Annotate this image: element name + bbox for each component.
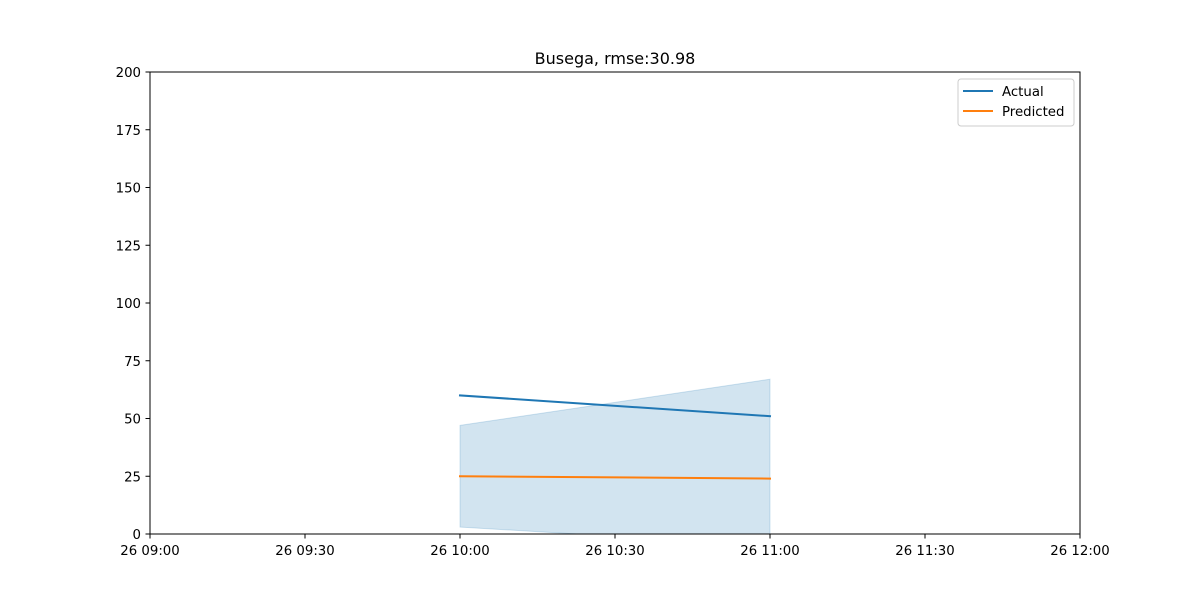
y-tick-label: 200	[116, 66, 141, 81]
x-tick-label: 26 09:00	[120, 544, 179, 559]
x-tick-label: 26 09:30	[275, 544, 334, 559]
y-tick-label: 75	[124, 355, 141, 370]
x-tick-label: 26 11:30	[895, 544, 954, 559]
series-line-actual	[458, 394, 772, 418]
legend-label-predicted: Predicted	[1002, 105, 1064, 120]
y-tick-label: 50	[124, 413, 141, 428]
y-tick-label: 25	[124, 470, 141, 485]
legend: Actual Predicted	[957, 78, 1075, 127]
y-tick-label: 100	[116, 297, 141, 312]
y-tick-label: 0	[133, 528, 141, 543]
y-tick-label: 175	[116, 124, 141, 139]
legend-label-actual: Actual	[1002, 85, 1044, 100]
x-tick-label: 26 10:30	[585, 544, 644, 559]
x-tick-label: 26 10:00	[430, 544, 489, 559]
chart-title: Busega, rmse:30.98	[535, 49, 696, 68]
y-tick-label: 150	[116, 182, 141, 197]
x-tick-label: 26 12:00	[1050, 544, 1109, 559]
y-tick-label: 125	[116, 239, 141, 254]
prediction-interval-band	[459, 378, 771, 534]
x-tick-label: 26 11:00	[740, 544, 799, 559]
series-line-predicted	[458, 475, 772, 480]
